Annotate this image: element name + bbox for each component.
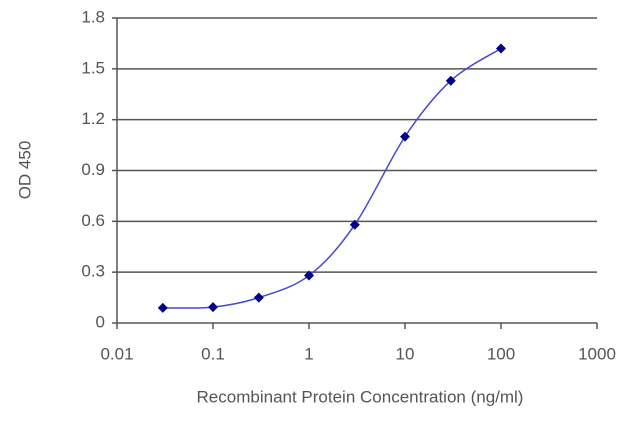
x-tick-label: 0.01 (100, 344, 133, 363)
x-tick-label: 0.1 (201, 344, 225, 363)
y-tick-label: 1.5 (81, 58, 105, 77)
data-point (157, 302, 168, 313)
y-tick-label: 0.3 (81, 262, 105, 281)
x-tick-label: 10 (396, 344, 415, 363)
x-tick-label: 100 (487, 344, 515, 363)
data-point (304, 270, 314, 281)
x-tick-label: 1000 (578, 344, 616, 363)
y-tick-label: 0.6 (81, 211, 105, 230)
x-axis-label: Recombinant Protein Concentration (ng/ml… (197, 387, 524, 406)
data-point (349, 219, 360, 230)
data-point (400, 131, 410, 142)
data-point (496, 43, 506, 54)
data-point (445, 75, 456, 86)
y-tick-label: 1.2 (81, 109, 105, 128)
y-tick-label: 0.9 (81, 160, 105, 179)
y-axis-label: OD 450 (15, 141, 34, 200)
data-point (253, 292, 264, 303)
y-tick-label: 1.8 (81, 7, 105, 26)
y-tick-label: 0 (96, 312, 105, 331)
x-tick-label: 1 (304, 344, 313, 363)
data-point (208, 302, 218, 313)
fit-curve (162, 47, 502, 309)
